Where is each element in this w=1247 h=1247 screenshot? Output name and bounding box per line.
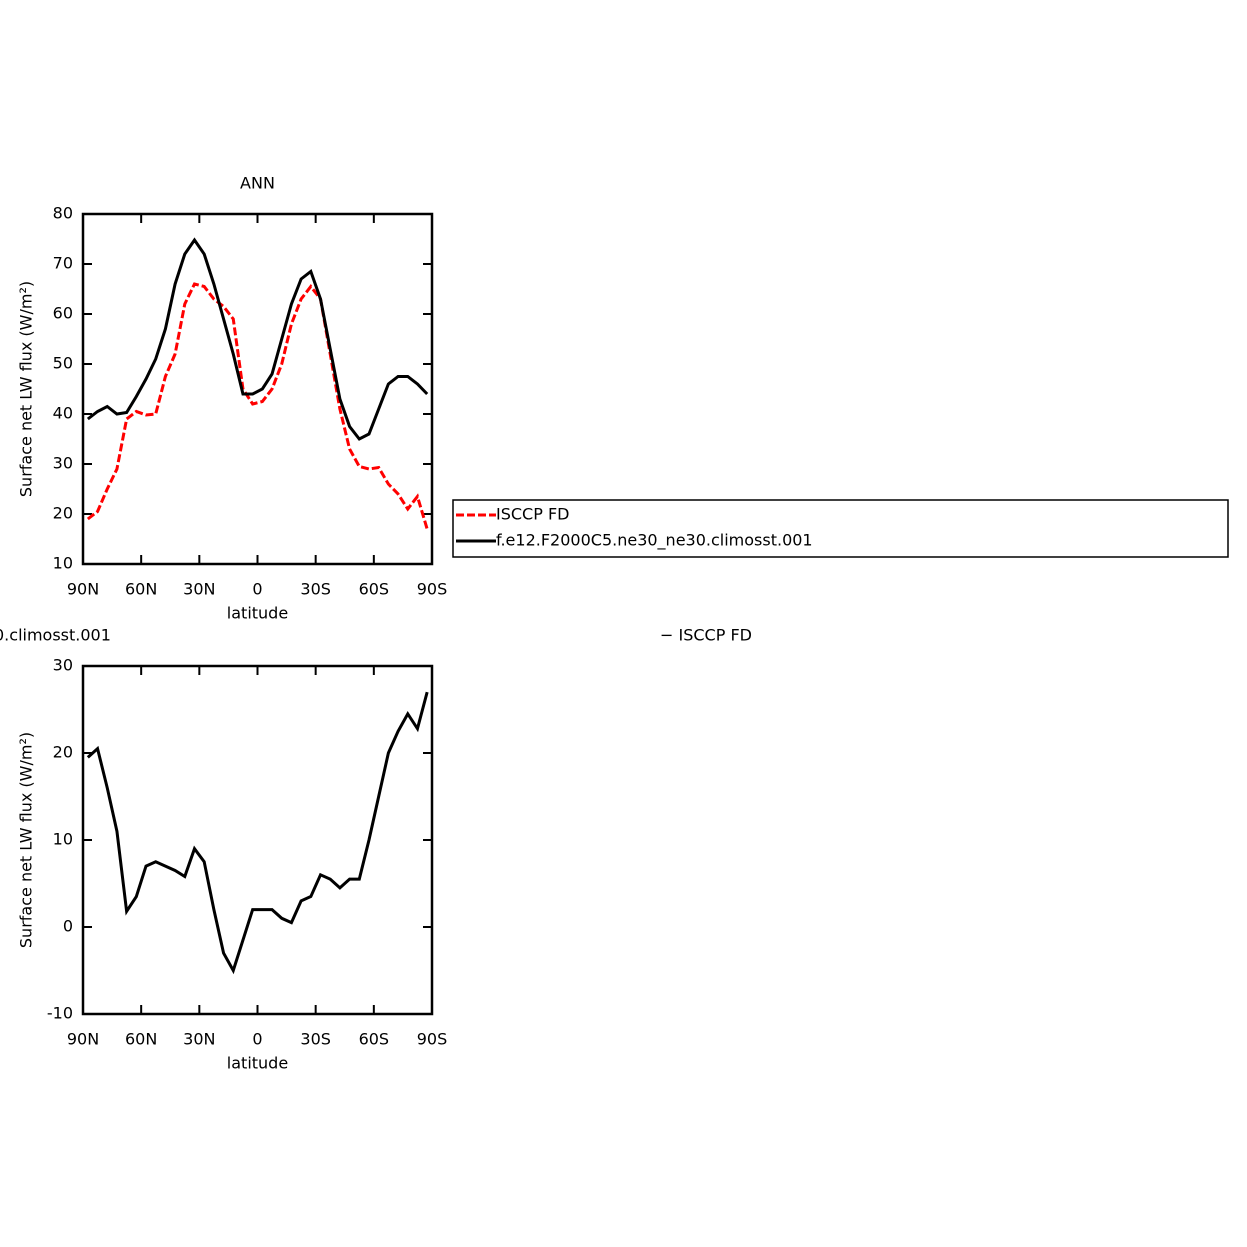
x-tick-label: 90N bbox=[67, 580, 99, 599]
legend-label: f.e12.F2000C5.ne30_ne30.climosst.001 bbox=[496, 531, 813, 551]
x-tick-label: 0 bbox=[252, 580, 262, 599]
x-tick-label: 60N bbox=[125, 580, 157, 599]
y-tick-label: 0 bbox=[63, 917, 73, 936]
x-axis-label: latitude bbox=[227, 1054, 288, 1073]
y-tick-label: 10 bbox=[53, 554, 73, 573]
x-tick-label: 60S bbox=[359, 1030, 390, 1049]
y-tick-label: 80 bbox=[53, 204, 73, 223]
y-tick-label: 10 bbox=[53, 830, 73, 849]
data-line bbox=[86, 237, 429, 441]
y-axis-label: Surface net LW flux (W/m²) bbox=[17, 281, 36, 497]
data-line bbox=[86, 282, 429, 530]
y-tick-label: 30 bbox=[53, 656, 73, 675]
data-line bbox=[86, 691, 429, 975]
x-tick-label: 60N bbox=[125, 1030, 157, 1049]
x-tick-label: 90S bbox=[417, 1030, 448, 1049]
x-tick-label: 60S bbox=[359, 580, 390, 599]
x-axis-label: latitude bbox=[227, 604, 288, 623]
y-tick-label: 50 bbox=[53, 354, 73, 373]
x-tick-label: 0 bbox=[252, 1030, 262, 1049]
y-tick-label: 20 bbox=[53, 743, 73, 762]
y-tick-label: 40 bbox=[53, 404, 73, 423]
x-tick-label: 30N bbox=[183, 1030, 215, 1049]
y-tick-label: 70 bbox=[53, 254, 73, 273]
legend-box bbox=[452, 499, 1229, 558]
x-tick-label: 90N bbox=[67, 1030, 99, 1049]
plot-frame bbox=[81, 664, 434, 1016]
chart-title: 0.climosst.001 bbox=[0, 626, 111, 645]
x-tick-label: 90S bbox=[417, 580, 448, 599]
y-tick-label: -10 bbox=[47, 1004, 73, 1023]
chart-title: ANN bbox=[240, 174, 275, 193]
y-tick-label: 60 bbox=[53, 304, 73, 323]
right-title: − ISCCP FD bbox=[660, 626, 752, 645]
y-axis-label: Surface net LW flux (W/m²) bbox=[17, 732, 36, 948]
legend-label: ISCCP FD bbox=[496, 505, 569, 524]
x-tick-label: 30S bbox=[300, 1030, 331, 1049]
y-tick-label: 20 bbox=[53, 504, 73, 523]
x-tick-label: 30S bbox=[300, 580, 331, 599]
x-tick-label: 30N bbox=[183, 580, 215, 599]
plot-frame bbox=[81, 212, 434, 566]
y-tick-label: 30 bbox=[53, 454, 73, 473]
